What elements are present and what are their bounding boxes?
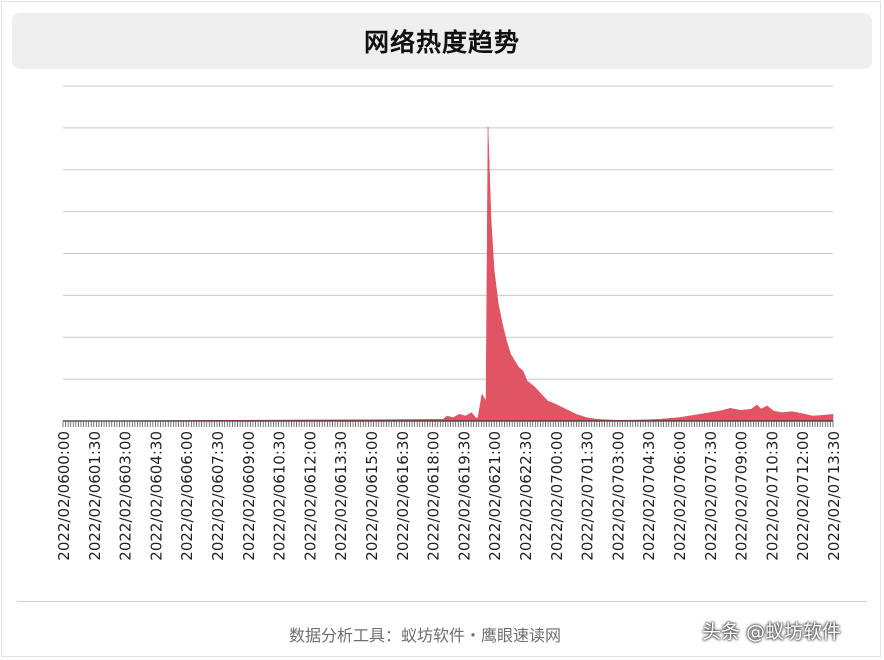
x-tick-label: 2022/02/0600:00	[55, 431, 73, 561]
x-tick-labels: 2022/02/0600:00 2022/02/0601:30 2022/02/06…	[55, 431, 843, 561]
x-tick-label: 2022/02/0606:00	[178, 431, 196, 561]
x-tick-label: 2022/02/0603:00	[117, 431, 135, 561]
x-tick-label: 2022/02/0712:00	[794, 431, 812, 561]
x-tick-label: 2022/02/0619:30	[455, 431, 473, 561]
watermark: 头条 @蚁坊软件	[702, 621, 842, 643]
x-tick-label: 2022/02/0710:30	[763, 431, 781, 561]
x-tick-label: 2022/02/0601:30	[86, 431, 104, 561]
x-tick-label: 2022/02/0604:30	[147, 431, 165, 561]
x-tick-label: 2022/02/0609:00	[240, 431, 258, 561]
area-fill	[62, 126, 834, 422]
x-tick-label: 2022/02/0621:00	[486, 431, 504, 561]
x-tick-label: 2022/02/0709:00	[733, 431, 751, 561]
x-tick-label: 2022/02/0615:00	[363, 431, 381, 561]
x-tick-label: 2022/02/0622:30	[517, 431, 535, 561]
area-series	[62, 126, 834, 422]
x-tick-label: 2022/02/0618:00	[425, 431, 443, 561]
x-tick-label: 2022/02/0704:30	[640, 431, 658, 561]
x-tick-label: 2022/02/0612:00	[301, 431, 319, 561]
title-bar: 网络热度趋势	[12, 13, 872, 69]
x-tick-label: 2022/02/0713:30	[825, 431, 843, 561]
x-tick-label: 2022/02/0707:30	[702, 431, 720, 561]
footer-source: 数据分析工具：蚁坊软件・鹰眼速读网	[289, 626, 562, 645]
x-tick-label: 2022/02/0700:00	[548, 431, 566, 561]
x-tick-label: 2022/02/0613:30	[332, 431, 350, 561]
x-tick-label: 2022/02/0607:30	[209, 431, 227, 561]
x-tick-label: 2022/02/0703:00	[609, 431, 627, 561]
x-tick-label: 2022/02/0616:30	[394, 431, 412, 561]
x-tick-label: 2022/02/0701:30	[579, 431, 597, 561]
x-tick-label: 2022/02/0610:30	[271, 431, 289, 561]
x-tick-label: 2022/02/0706:00	[671, 431, 689, 561]
footer-divider	[17, 601, 867, 602]
chart-title: 网络热度趋势	[363, 28, 520, 57]
heat-trend-chart: 2022/02/0600:00 2022/02/0601:30 2022/02/06…	[55, 85, 843, 561]
x-tick-marks	[62, 421, 834, 427]
gridlines	[63, 85, 833, 380]
